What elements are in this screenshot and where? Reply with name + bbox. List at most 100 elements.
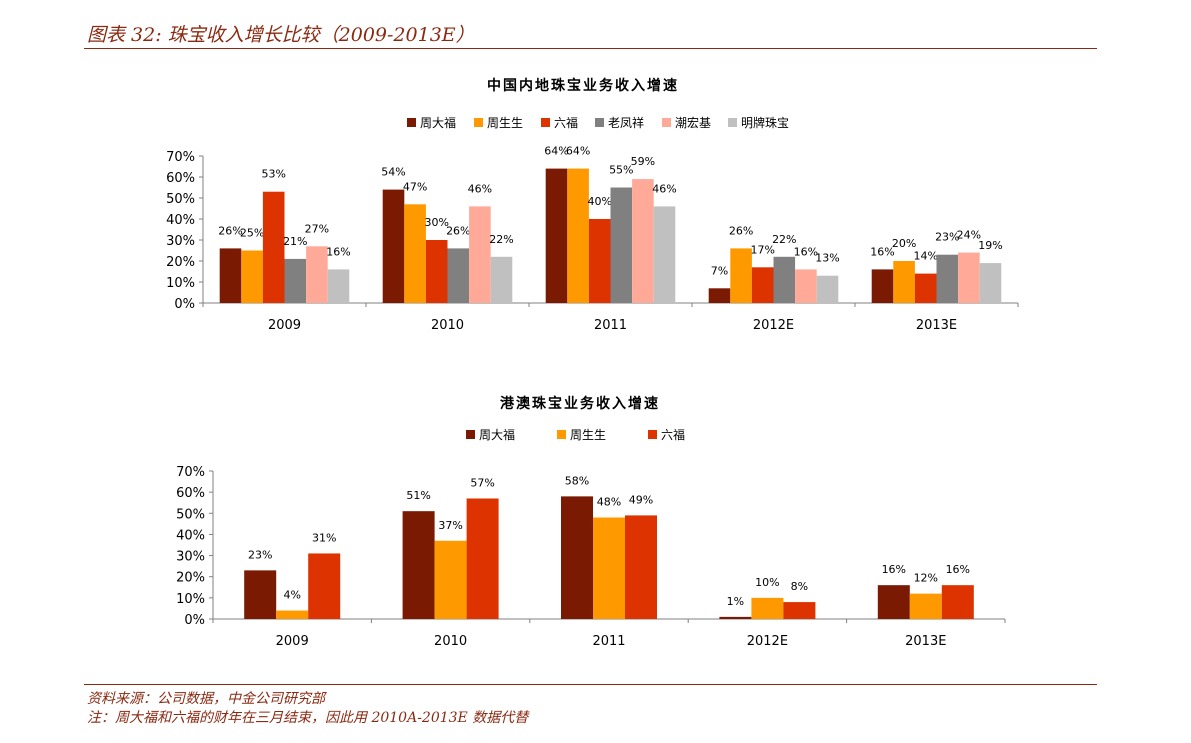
- data-label: 21%: [283, 235, 307, 248]
- bar: [909, 593, 942, 619]
- y-tick-label: 60%: [166, 171, 195, 186]
- y-tick-label: 10%: [176, 592, 205, 607]
- y-tick-label: 30%: [166, 234, 195, 249]
- bar: [561, 496, 593, 619]
- y-tick-label: 70%: [166, 150, 195, 165]
- x-tick-label: 2012E: [753, 318, 794, 333]
- bar: [914, 273, 937, 303]
- bar: [871, 269, 894, 303]
- data-label: 57%: [470, 476, 494, 489]
- bar: [936, 254, 959, 303]
- legend-label: 六福: [554, 115, 578, 130]
- bar: [708, 288, 731, 303]
- legend-swatch: [557, 430, 566, 439]
- bar: [751, 597, 784, 619]
- bar: [306, 246, 328, 303]
- y-tick-label: 30%: [176, 550, 205, 565]
- bar: [893, 261, 915, 303]
- bar: [545, 168, 568, 303]
- bar: [751, 267, 774, 303]
- legend-label: 周大福: [479, 427, 515, 442]
- bar: [308, 553, 341, 619]
- legend-label: 潮宏基: [675, 115, 711, 130]
- data-label: 16%: [870, 245, 894, 258]
- bar: [469, 206, 491, 303]
- bar: [653, 206, 676, 303]
- data-label: 23%: [935, 231, 959, 244]
- y-tick-label: 60%: [176, 486, 205, 501]
- y-tick-label: 50%: [166, 192, 195, 207]
- bar: [567, 168, 589, 303]
- footnote: 注：周大福和六福的财年在三月结束，因此用 2010A-2013E 数据代替: [87, 710, 529, 726]
- y-tick-label: 40%: [176, 528, 205, 543]
- legend-label: 周大福: [420, 115, 456, 130]
- data-label: 25%: [240, 227, 264, 240]
- source-note: 资料来源：公司数据，中金公司研究部: [87, 691, 325, 707]
- y-tick-label: 70%: [176, 465, 205, 480]
- bar: [382, 189, 405, 303]
- x-tick-label: 2011: [592, 634, 625, 649]
- data-label: 46%: [652, 182, 676, 195]
- x-tick-label: 2010: [434, 634, 467, 649]
- legend-swatch: [648, 430, 657, 439]
- bar: [244, 570, 277, 619]
- bar: [262, 191, 285, 303]
- y-tick-label: 20%: [166, 255, 195, 270]
- x-tick-label: 2013E: [916, 318, 957, 333]
- data-label: 30%: [424, 216, 448, 229]
- bar: [795, 269, 817, 303]
- bar: [425, 240, 448, 303]
- data-label: 59%: [631, 155, 655, 168]
- data-label: 37%: [438, 519, 462, 532]
- data-label: 46%: [468, 182, 492, 195]
- data-label: 58%: [565, 474, 589, 487]
- bar: [327, 269, 350, 303]
- chart-title: 港澳珠宝业务收入增速: [500, 395, 660, 412]
- y-tick-label: 50%: [176, 507, 205, 522]
- bar: [447, 248, 470, 303]
- legend-label: 周生生: [487, 116, 523, 130]
- y-tick-label: 0%: [184, 613, 205, 628]
- data-label: 22%: [772, 233, 796, 246]
- data-label: 31%: [312, 531, 336, 544]
- bar: [276, 610, 309, 619]
- data-label: 20%: [892, 237, 916, 250]
- bar: [466, 498, 499, 619]
- data-label: 1%: [727, 595, 744, 608]
- data-label: 16%: [326, 245, 350, 258]
- data-label: 55%: [609, 164, 633, 177]
- legend-label: 明牌珠宝: [741, 116, 789, 130]
- bar: [434, 540, 467, 619]
- legend-swatch: [407, 118, 416, 127]
- bar: [404, 204, 426, 303]
- y-tick-label: 40%: [166, 213, 195, 228]
- data-label: 49%: [629, 493, 653, 506]
- data-label: 40%: [587, 195, 611, 208]
- data-label: 27%: [305, 222, 329, 235]
- data-label: 26%: [729, 224, 753, 237]
- data-label: 22%: [489, 233, 513, 246]
- legend-swatch: [466, 430, 475, 439]
- bar: [593, 517, 625, 619]
- data-label: 26%: [446, 224, 470, 237]
- legend-swatch: [541, 118, 550, 127]
- x-tick-label: 2012E: [747, 634, 788, 649]
- x-tick-label: 2009: [276, 634, 309, 649]
- data-label: 17%: [750, 243, 774, 256]
- title-rule: [84, 48, 1097, 49]
- data-label: 7%: [711, 264, 728, 277]
- bar: [241, 250, 263, 303]
- data-label: 47%: [403, 180, 427, 193]
- data-label: 24%: [957, 229, 981, 242]
- data-label: 19%: [978, 239, 1002, 252]
- bar: [610, 187, 633, 303]
- legend-label: 六福: [661, 427, 685, 442]
- x-tick-label: 2011: [594, 318, 627, 333]
- bar: [979, 263, 1002, 303]
- data-label: 23%: [248, 548, 272, 561]
- legend-swatch: [595, 118, 604, 127]
- legend-label: 周生生: [570, 428, 606, 442]
- x-tick-label: 2010: [431, 318, 464, 333]
- legend-swatch: [728, 118, 737, 127]
